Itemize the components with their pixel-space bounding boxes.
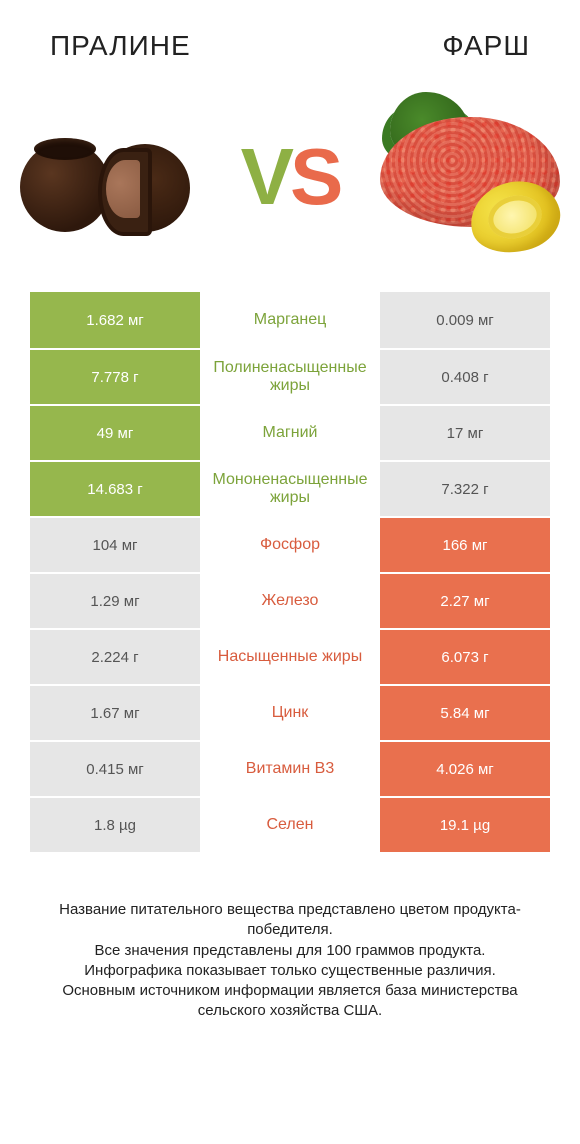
left-value: 1.29 мг [30, 574, 200, 628]
vs-label: VS [241, 137, 340, 217]
infographic: ПРАЛИНЕ ФАРШ VS 1.682 мгМарганец0.009 мг… [0, 0, 580, 1144]
right-product-title: ФАРШ [442, 30, 530, 62]
mince-illustration [360, 92, 570, 252]
left-value: 49 мг [30, 406, 200, 460]
right-value: 0.009 мг [380, 292, 550, 348]
nutrient-name: Витамин B3 [200, 742, 380, 796]
table-row: 14.683 гМононенасыщенные жиры7.322 г [30, 460, 550, 516]
table-row: 1.29 мгЖелезо2.27 мг [30, 572, 550, 628]
right-value: 166 мг [380, 518, 550, 572]
praline-cut-icon [100, 144, 190, 232]
left-value: 14.683 г [30, 462, 200, 516]
left-value: 1.67 мг [30, 686, 200, 740]
left-value: 104 мг [30, 518, 200, 572]
right-value: 19.1 µg [380, 798, 550, 852]
table-row: 0.415 мгВитамин B34.026 мг [30, 740, 550, 796]
right-value: 4.026 мг [380, 742, 550, 796]
right-value: 7.322 г [380, 462, 550, 516]
table-row: 49 мгМагний17 мг [30, 404, 550, 460]
table-row: 1.67 мгЦинк5.84 мг [30, 684, 550, 740]
praline-illustration [20, 122, 210, 242]
nutrient-name: Полиненасыщенные жиры [200, 350, 380, 404]
right-value: 6.073 г [380, 630, 550, 684]
right-value: 5.84 мг [380, 686, 550, 740]
vs-s: S [290, 132, 339, 221]
table-row: 104 мгФосфор166 мг [30, 516, 550, 572]
footnote-line: Основным источником информации является … [40, 981, 540, 1022]
left-product-title: ПРАЛИНЕ [50, 30, 191, 62]
footnote-line: Инфографика показывает только существенн… [40, 961, 540, 981]
table-row: 1.8 µgСелен19.1 µg [30, 796, 550, 852]
comparison-table: 1.682 мгМарганец0.009 мг7.778 гПолиненас… [30, 292, 550, 852]
left-value: 7.778 г [30, 350, 200, 404]
left-value: 2.224 г [30, 630, 200, 684]
right-value: 0.408 г [380, 350, 550, 404]
right-value: 2.27 мг [380, 574, 550, 628]
table-row: 7.778 гПолиненасыщенные жиры0.408 г [30, 348, 550, 404]
nutrient-name: Марганец [200, 292, 380, 348]
praline-whole-icon [20, 142, 110, 232]
title-row: ПРАЛИНЕ ФАРШ [30, 30, 550, 92]
nutrient-name: Мононенасыщенные жиры [200, 462, 380, 516]
nutrient-name: Магний [200, 406, 380, 460]
nutrient-name: Железо [200, 574, 380, 628]
left-value: 1.8 µg [30, 798, 200, 852]
footnote-line: Название питательного вещества представл… [40, 900, 540, 941]
right-value: 17 мг [380, 406, 550, 460]
left-value: 0.415 мг [30, 742, 200, 796]
footnotes: Название питательного вещества представл… [30, 900, 550, 1022]
footnote-line: Все значения представлены для 100 граммо… [40, 941, 540, 961]
nutrient-name: Насыщенные жиры [200, 630, 380, 684]
nutrient-name: Селен [200, 798, 380, 852]
table-row: 2.224 гНасыщенные жиры6.073 г [30, 628, 550, 684]
nutrient-name: Цинк [200, 686, 380, 740]
vs-v: V [241, 132, 290, 221]
nutrient-name: Фосфор [200, 518, 380, 572]
table-row: 1.682 мгМарганец0.009 мг [30, 292, 550, 348]
left-value: 1.682 мг [30, 292, 200, 348]
hero: VS [30, 92, 550, 262]
